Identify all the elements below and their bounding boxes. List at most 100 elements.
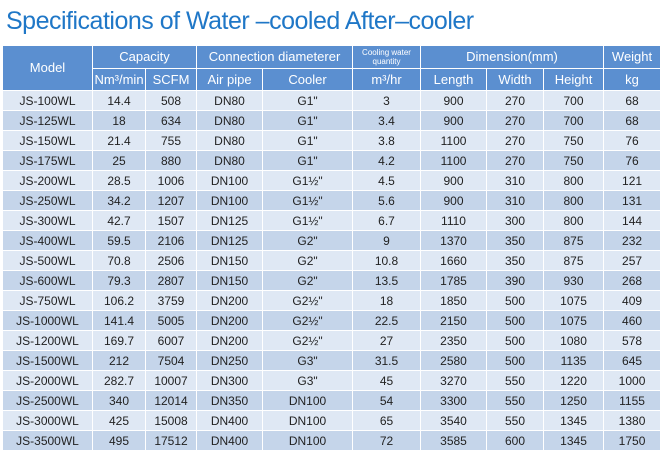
cell-length: 1100 — [420, 130, 488, 151]
cell-cooler: G2½" — [262, 330, 354, 351]
header-capacity-nm3: Nm³/min — [92, 68, 146, 91]
cell-nm3: 79.3 — [92, 270, 146, 291]
cell-height: 1345 — [543, 410, 605, 431]
cell-height: 800 — [543, 190, 605, 211]
cell-weight: 144 — [603, 210, 662, 231]
table-row: JS-3000WL 425 15008 DN400 DN100 65 3540 550 1345… — [2, 410, 662, 431]
cell-cooler: G1" — [262, 130, 354, 151]
cell-water: 5.6 — [352, 190, 422, 211]
cell-nm3: 34.2 — [92, 190, 146, 211]
cell-height: 700 — [543, 110, 605, 131]
cell-water: 54 — [352, 390, 422, 411]
cell-air-pipe: DN400 — [196, 430, 264, 451]
cell-cooler: G2" — [262, 250, 354, 271]
cell-water: 3.8 — [352, 130, 422, 151]
cell-length: 2150 — [420, 310, 488, 331]
cell-model: JS-125WL — [2, 110, 93, 131]
cell-height: 1345 — [543, 430, 605, 451]
cell-water: 72 — [352, 430, 422, 451]
cell-model: JS-1000WL — [2, 310, 93, 331]
cell-scfm: 2807 — [144, 270, 198, 291]
cell-width: 300 — [486, 210, 545, 231]
cell-height: 1075 — [543, 310, 605, 331]
header-model: Model — [2, 45, 93, 91]
cell-air-pipe: DN400 — [196, 410, 264, 431]
cell-scfm: 1507 — [144, 210, 198, 231]
table-row: JS-750WL 106.2 3759 DN200 G2½" 18 1850 500 1075 4… — [2, 290, 662, 311]
cell-height: 875 — [543, 230, 605, 251]
cell-weight: 460 — [603, 310, 662, 331]
cell-nm3: 282.7 — [92, 370, 146, 391]
table-row: JS-200WL 28.5 1006 DN100 G1½" 4.5 900 310 800 121 — [2, 170, 662, 191]
cell-length: 900 — [420, 170, 488, 191]
header-height: Height — [543, 68, 605, 91]
table-body: JS-100WL 14.4 508 DN80 G1" 3 900 270 700 68 JS-125… — [2, 90, 662, 451]
cell-height: 1135 — [543, 350, 605, 371]
cell-nm3: 28.5 — [92, 170, 146, 191]
cell-height: 1080 — [543, 330, 605, 351]
cell-length: 1100 — [420, 150, 488, 171]
cell-scfm: 6007 — [144, 330, 198, 351]
cell-cooler: G2½" — [262, 310, 354, 331]
cell-length: 900 — [420, 110, 488, 131]
table-row: JS-1200WL 169.7 6007 DN200 G2½" 27 2350 500 1080… — [2, 330, 662, 351]
cell-water: 27 — [352, 330, 422, 351]
cell-cooler: G1" — [262, 110, 354, 131]
cell-air-pipe: DN100 — [196, 170, 264, 191]
cell-air-pipe: DN200 — [196, 330, 264, 351]
table-row: JS-3500WL 495 17512 DN400 DN100 72 3585 600 1345… — [2, 430, 662, 451]
cell-scfm: 3759 — [144, 290, 198, 311]
cell-nm3: 106.2 — [92, 290, 146, 311]
cell-height: 800 — [543, 170, 605, 191]
cell-height: 930 — [543, 270, 605, 291]
table-row: JS-600WL 79.3 2807 DN150 G2" 13.5 1785 390 930 26… — [2, 270, 662, 291]
header-cooler: Cooler — [262, 68, 354, 91]
cell-nm3: 70.8 — [92, 250, 146, 271]
cell-length: 900 — [420, 90, 488, 111]
table-header: Model Capacity Connection diameterer Coo… — [2, 45, 662, 91]
cell-height: 1220 — [543, 370, 605, 391]
cell-model: JS-150WL — [2, 130, 93, 151]
cell-weight: 76 — [603, 150, 662, 171]
cell-weight: 131 — [603, 190, 662, 211]
cell-weight: 1000 — [603, 370, 662, 391]
cell-cooler: G1" — [262, 90, 354, 111]
cell-water: 3.4 — [352, 110, 422, 131]
cell-nm3: 42.7 — [92, 210, 146, 231]
cell-width: 550 — [486, 410, 545, 431]
cell-length: 1660 — [420, 250, 488, 271]
cell-model: JS-2500WL — [2, 390, 93, 411]
cell-nm3: 18 — [92, 110, 146, 131]
cell-scfm: 10007 — [144, 370, 198, 391]
cell-nm3: 495 — [92, 430, 146, 451]
cell-nm3: 25 — [92, 150, 146, 171]
table-row: JS-250WL 34.2 1207 DN100 G1½" 5.6 900 310 800 131 — [2, 190, 662, 211]
cell-nm3: 340 — [92, 390, 146, 411]
cell-cooler: G2" — [262, 230, 354, 251]
cell-weight: 257 — [603, 250, 662, 271]
cell-air-pipe: DN125 — [196, 210, 264, 231]
cell-cooler: G1½" — [262, 190, 354, 211]
cell-length: 1370 — [420, 230, 488, 251]
cell-nm3: 141.4 — [92, 310, 146, 331]
header-length: Length — [420, 68, 488, 91]
table-row: JS-2000WL 282.7 10007 DN300 G3" 45 3270 550 1220… — [2, 370, 662, 391]
cell-water: 9 — [352, 230, 422, 251]
cell-weight: 68 — [603, 90, 662, 111]
cell-model: JS-2000WL — [2, 370, 93, 391]
cell-scfm: 15008 — [144, 410, 198, 431]
cell-nm3: 169.7 — [92, 330, 146, 351]
cell-height: 700 — [543, 90, 605, 111]
cell-air-pipe: DN200 — [196, 310, 264, 331]
cell-model: JS-600WL — [2, 270, 93, 291]
cell-weight: 268 — [603, 270, 662, 291]
cell-water: 3 — [352, 90, 422, 111]
cell-length: 3300 — [420, 390, 488, 411]
cell-water: 22.5 — [352, 310, 422, 331]
cell-model: JS-400WL — [2, 230, 93, 251]
cell-cooler: G1½" — [262, 170, 354, 191]
cell-cooler: G1½" — [262, 210, 354, 231]
header-cooling-unit: m³/hr — [352, 68, 422, 91]
page-title: Specifications of Water –cooled After–co… — [6, 7, 474, 35]
cell-length: 2580 — [420, 350, 488, 371]
